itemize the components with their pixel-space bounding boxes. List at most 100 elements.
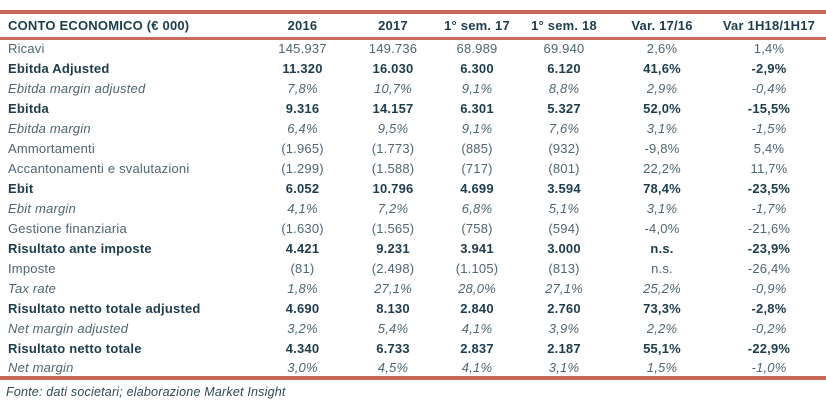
table-row: Risultato netto totale 4.340 6.733 2.837 2.1… bbox=[0, 338, 826, 358]
row-value: -23,5% bbox=[747, 180, 791, 196]
row-value: 5.327 bbox=[547, 100, 581, 116]
row-label: Ammortamenti bbox=[8, 140, 95, 156]
row-value: 11.320 bbox=[282, 60, 323, 76]
row-value: 6.052 bbox=[285, 180, 320, 196]
row-value: 2.187 bbox=[547, 340, 581, 356]
row-value: -21,6% bbox=[747, 220, 791, 236]
row-value: 69.940 bbox=[543, 41, 585, 57]
row-value: (1.565) bbox=[371, 220, 415, 236]
row-label: Accantonamenti e svalutazioni bbox=[8, 160, 190, 176]
row-value: 2,6% bbox=[646, 41, 678, 57]
row-value: 41,6% bbox=[643, 60, 681, 76]
row-value: 4.699 bbox=[460, 180, 494, 196]
row-value: 7,8% bbox=[287, 80, 318, 96]
row-value: 28,0% bbox=[458, 280, 496, 296]
row-value: 4.421 bbox=[285, 240, 320, 256]
row-value: 3,2% bbox=[287, 320, 318, 336]
row-value: -22,9% bbox=[747, 340, 791, 356]
row-value: (813) bbox=[548, 260, 580, 276]
row-value: 9.231 bbox=[376, 240, 410, 256]
row-value: 3,9% bbox=[548, 320, 580, 336]
row-value: (1.105) bbox=[455, 260, 499, 276]
row-label: Imposte bbox=[8, 260, 56, 276]
row-value: (1.630) bbox=[281, 220, 324, 236]
row-value: (2.498) bbox=[371, 260, 415, 276]
table-body: Ricavi 145.937 149.736 68.989 69.940 2,6% 1,4%… bbox=[0, 38, 826, 378]
row-label: Ebit margin bbox=[8, 200, 76, 216]
row-value: 3.941 bbox=[460, 240, 494, 256]
table-row: Tax rate 1,8% 27,1% 28,0% 27,1% 25,2% -0,9% bbox=[0, 278, 826, 298]
row-value: 4,1% bbox=[461, 320, 493, 336]
row-value: 4.690 bbox=[285, 300, 320, 316]
row-value: n.s. bbox=[651, 260, 673, 276]
row-value: (1.965) bbox=[281, 140, 324, 156]
row-value: (594) bbox=[548, 220, 580, 236]
column-header: 1° sem. 17 bbox=[444, 17, 510, 33]
row-value: 78,4% bbox=[643, 180, 681, 196]
row-value: (81) bbox=[290, 260, 315, 276]
table-row: Ebit 6.052 10.796 4.699 3.594 78,4% -23,5% bbox=[0, 178, 826, 198]
row-label: Gestione finanziaria bbox=[8, 220, 127, 236]
row-label: Ebitda margin adjusted bbox=[8, 80, 146, 96]
row-value: 22,2% bbox=[643, 160, 681, 176]
row-value: 2.840 bbox=[460, 300, 494, 316]
row-value: 145.937 bbox=[278, 41, 327, 57]
row-value: -0,9% bbox=[751, 280, 787, 296]
table-row: Ebitda Adjusted 11.320 16.030 6.300 6.120 41,… bbox=[0, 58, 826, 78]
row-value: 11,7% bbox=[750, 160, 788, 176]
row-value: 6,4% bbox=[287, 120, 318, 136]
row-label: Tax rate bbox=[8, 280, 57, 296]
row-label: Ebitda Adjusted bbox=[8, 60, 110, 76]
table-row: Net margin adjusted 3,2% 5,4% 4,1% 3,9% 2,2% -… bbox=[0, 318, 826, 338]
row-value: 4.340 bbox=[285, 340, 320, 356]
row-label: Ebitda bbox=[8, 100, 49, 116]
row-value: 27,1% bbox=[545, 280, 583, 296]
column-header: Var. 17/16 bbox=[631, 17, 693, 33]
row-value: 8.130 bbox=[376, 300, 410, 316]
row-value: 1,5% bbox=[646, 359, 678, 375]
row-label: Ebit bbox=[8, 180, 34, 196]
row-value: -1,5% bbox=[751, 120, 787, 136]
row-value: 52,0% bbox=[643, 100, 681, 116]
row-value: 2.837 bbox=[460, 340, 494, 356]
row-value: (717) bbox=[461, 160, 493, 176]
row-value: 73,3% bbox=[643, 300, 681, 316]
row-value: 25,2% bbox=[643, 280, 681, 296]
table-row: Ammortamenti (1.965) (1.773) (885) (932) -9,8… bbox=[0, 138, 826, 158]
row-label: Net margin adjusted bbox=[8, 320, 129, 336]
table-row: Accantonamenti e svalutazioni (1.299) (1.5… bbox=[0, 158, 826, 178]
table-row: Risultato ante imposte 4.421 9.231 3.941 3.0… bbox=[0, 238, 826, 258]
conto-economico-table: CONTO ECONOMICO (€ 000) 2016 2017 1° sem. … bbox=[0, 10, 826, 380]
row-value: 3,1% bbox=[646, 200, 678, 216]
row-value: n.s. bbox=[650, 240, 674, 256]
row-value: -1,0% bbox=[751, 359, 787, 375]
row-value: 9.316 bbox=[285, 100, 320, 116]
row-value: 10,7% bbox=[374, 80, 412, 96]
row-label: Ebitda margin bbox=[8, 120, 91, 136]
row-value: 3,1% bbox=[646, 120, 678, 136]
column-header: Var 1H18/1H17 bbox=[722, 17, 816, 33]
header-row: CONTO ECONOMICO (€ 000) 2016 2017 1° sem. … bbox=[0, 12, 826, 38]
row-value: (1.588) bbox=[371, 160, 415, 176]
row-label: Net margin bbox=[8, 359, 74, 375]
row-value: 6.120 bbox=[547, 60, 581, 76]
row-value: 16.030 bbox=[372, 60, 414, 76]
row-value: -26,4% bbox=[747, 260, 791, 276]
table-row: Gestione finanziaria (1.630) (1.565) (758) (… bbox=[0, 218, 826, 238]
row-value: 68.989 bbox=[456, 41, 498, 57]
row-value: (801) bbox=[548, 160, 580, 176]
table-row: Ebitda 9.316 14.157 6.301 5.327 52,0% -15,5% bbox=[0, 98, 826, 118]
column-header: 1° sem. 18 bbox=[531, 17, 597, 33]
column-header: 2017 bbox=[378, 17, 408, 33]
row-value: 7,2% bbox=[377, 200, 409, 216]
row-value: 5,1% bbox=[548, 200, 580, 216]
row-value: (932) bbox=[548, 140, 580, 156]
row-value: -2,8% bbox=[751, 300, 787, 316]
row-value: 2,9% bbox=[646, 80, 678, 96]
row-value: 55,1% bbox=[643, 340, 681, 356]
row-value: 1,8% bbox=[287, 280, 318, 296]
row-value: 27,1% bbox=[374, 280, 412, 296]
row-value: (758) bbox=[461, 220, 493, 236]
row-value: 3,0% bbox=[287, 359, 318, 375]
